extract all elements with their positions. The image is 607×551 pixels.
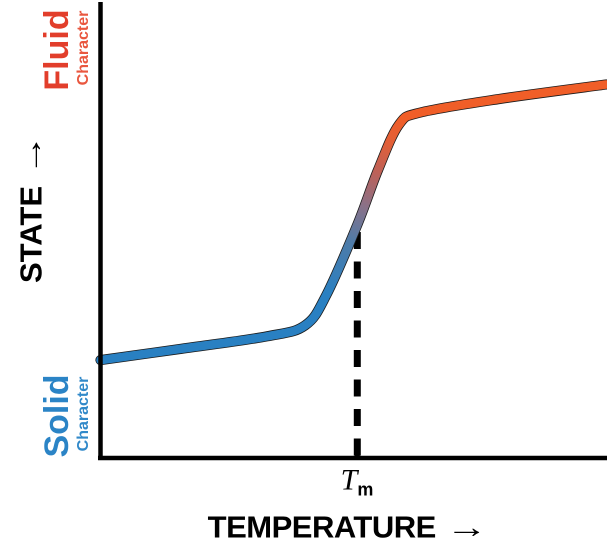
solid-region-label: Solid [38,374,76,458]
tm-symbol: T [340,463,358,497]
fluid-region-label: Fluid [38,9,76,91]
tm-annotation-label: Tm [341,464,374,501]
tm-subscript: m [357,479,374,500]
right-arrow-icon: → [445,509,488,545]
curve-outline [95,79,607,366]
fluid-character-label: Character [75,10,92,86]
y-axis-title: STATE → [13,134,49,284]
x-axis-title-text: TEMPERATURE [207,509,437,545]
up-arrow-icon: → [13,134,49,176]
y-axis-title-text: STATE [13,185,49,284]
solid-character-label: Character [75,376,92,452]
x-axis-title: TEMPERATURE → [207,509,488,545]
state-curve [96,80,607,365]
